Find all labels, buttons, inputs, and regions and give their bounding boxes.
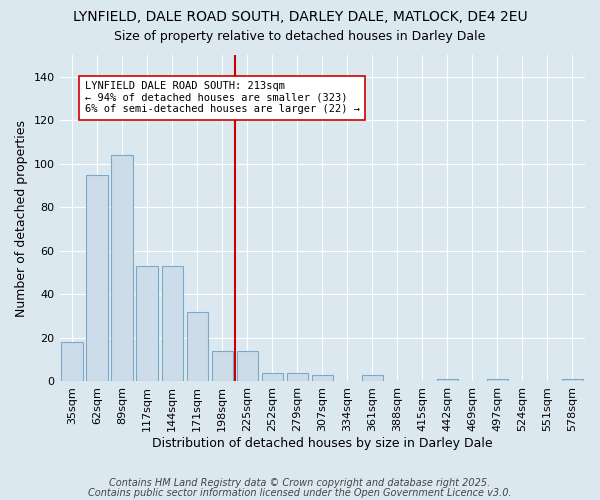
Text: LYNFIELD, DALE ROAD SOUTH, DARLEY DALE, MATLOCK, DE4 2EU: LYNFIELD, DALE ROAD SOUTH, DARLEY DALE, …: [73, 10, 527, 24]
Bar: [311, 375, 333, 382]
Y-axis label: Number of detached properties: Number of detached properties: [15, 120, 28, 316]
Bar: [262, 373, 283, 382]
Bar: [487, 380, 508, 382]
Bar: [61, 342, 83, 382]
Text: Size of property relative to detached houses in Darley Dale: Size of property relative to detached ho…: [115, 30, 485, 43]
Bar: [287, 373, 308, 382]
Bar: [562, 380, 583, 382]
Bar: [236, 351, 258, 382]
Bar: [362, 375, 383, 382]
Bar: [212, 351, 233, 382]
Bar: [437, 380, 458, 382]
Bar: [112, 155, 133, 382]
Text: LYNFIELD DALE ROAD SOUTH: 213sqm
← 94% of detached houses are smaller (323)
6% o: LYNFIELD DALE ROAD SOUTH: 213sqm ← 94% o…: [85, 81, 359, 114]
X-axis label: Distribution of detached houses by size in Darley Dale: Distribution of detached houses by size …: [152, 437, 493, 450]
Text: Contains public sector information licensed under the Open Government Licence v3: Contains public sector information licen…: [88, 488, 512, 498]
Bar: [187, 312, 208, 382]
Bar: [161, 266, 183, 382]
Bar: [136, 266, 158, 382]
Bar: [86, 174, 108, 382]
Text: Contains HM Land Registry data © Crown copyright and database right 2025.: Contains HM Land Registry data © Crown c…: [109, 478, 491, 488]
